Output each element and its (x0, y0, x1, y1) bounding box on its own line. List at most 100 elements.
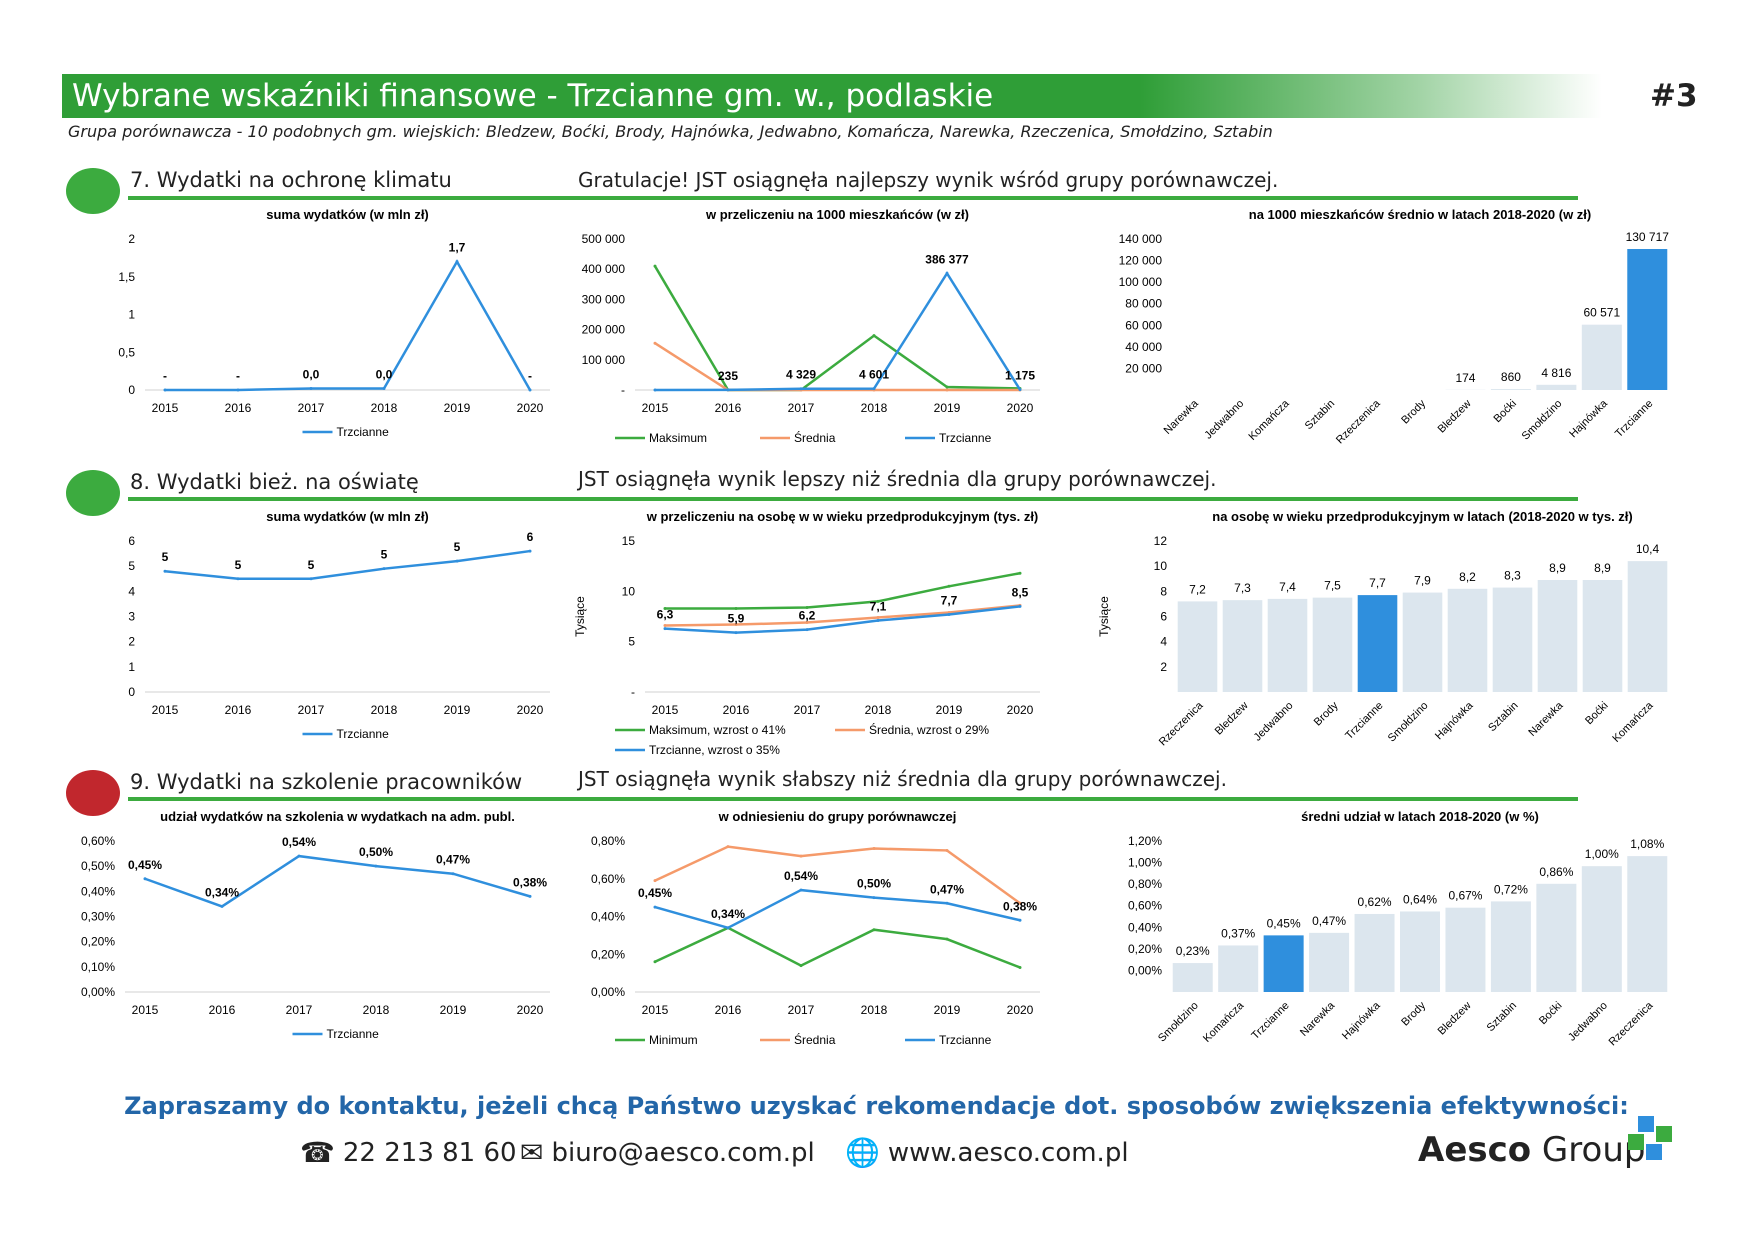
data-label: 7,4 (1279, 580, 1296, 594)
legend-label: Trzcianne (337, 425, 390, 439)
x-tick-label: 2017 (298, 703, 325, 717)
data-point (734, 623, 738, 627)
phone-number: 22 213 81 60 (342, 1137, 517, 1168)
data-point (805, 628, 809, 632)
data-label: 7,5 (1324, 579, 1341, 593)
bar (1581, 324, 1622, 390)
y-tick-label: 140 000 (1119, 232, 1163, 246)
chart-title: suma wydatków (w mln zł) (266, 207, 429, 222)
bar (1582, 580, 1623, 692)
bar (1536, 883, 1577, 992)
category-label: Hajnówka (1340, 999, 1383, 1042)
data-point (309, 386, 313, 390)
bar (1536, 384, 1577, 390)
bar (1172, 963, 1213, 992)
page-number: #3 (1650, 78, 1698, 114)
data-label: - (528, 369, 532, 383)
x-tick-label: 2015 (152, 703, 179, 717)
contact-phone: ☎ 22 213 81 60 (300, 1136, 517, 1169)
data-point (1018, 571, 1022, 575)
data-label: 8,9 (1594, 561, 1611, 575)
website-link[interactable]: www.aesco.com.pl (887, 1137, 1129, 1168)
data-label: 6 (527, 530, 534, 544)
category-label: Jedwabno (1252, 700, 1296, 744)
data-point (528, 388, 532, 392)
y-tick-label: 1,00% (1128, 856, 1162, 870)
comparison-group-subtitle: Grupa porównawcza - 10 podobnych gm. wie… (68, 122, 1273, 141)
data-label: 0,54% (784, 869, 818, 883)
y-tick-label: 200 000 (582, 323, 626, 337)
bar (1354, 913, 1395, 992)
series-line (654, 926, 1021, 969)
page-title: Wybrane wskaźniki finansowe - Trzcianne … (72, 78, 994, 114)
data-label: 386 377 (925, 252, 969, 266)
bar (1177, 601, 1218, 692)
x-tick-label: 2018 (371, 401, 398, 415)
y-tick-label: 10 (1154, 559, 1168, 573)
category-label: Rzeczenica (1157, 699, 1206, 748)
y-tick-label: 6 (128, 534, 135, 548)
data-point (653, 264, 657, 268)
data-point (872, 387, 876, 391)
legend-label: Średnia (794, 1032, 836, 1047)
series-line (165, 259, 532, 392)
contact-website[interactable]: 🌐 www.aesco.com.pl (845, 1136, 1129, 1169)
data-label: 5 (162, 550, 169, 564)
x-tick-label: 2017 (298, 401, 325, 415)
category-label: Hajnówka (1433, 699, 1476, 742)
data-point (945, 848, 949, 852)
chart-training-comparison: w odniesieniu do grupy porównawczej 0,80%… (591, 809, 1040, 1047)
data-label: 0,67% (1448, 889, 1482, 903)
data-point (451, 872, 455, 876)
aesco-logo-cubes-icon (1628, 1116, 1672, 1160)
data-point (1018, 388, 1022, 392)
data-label: 0,72% (1494, 882, 1528, 896)
chart-title: średni udział w latach 2018-2020 (w %) (1301, 809, 1539, 824)
y-tick-label: 12 (1154, 534, 1168, 548)
section-divider (128, 196, 1578, 200)
data-point (734, 631, 738, 635)
bar (1581, 866, 1622, 992)
chart-title: w przeliczeniu na 1000 mieszkańców (w zł… (705, 207, 969, 222)
contact-email[interactable]: ✉ biuro@aesco.com.pl (520, 1136, 815, 1169)
data-point (653, 341, 657, 345)
data-point (528, 549, 532, 553)
y-tick-label: 40 000 (1125, 340, 1162, 354)
data-label: 4 816 (1541, 366, 1571, 380)
bar (1263, 935, 1304, 992)
data-point (309, 577, 313, 581)
y-tick-label: 6 (1160, 610, 1167, 624)
data-label: 1 175 (1005, 369, 1035, 383)
category-label: Bledzew (1436, 398, 1474, 436)
y-tick-label: 1 (128, 660, 135, 674)
x-tick-label: 2018 (861, 1003, 888, 1017)
x-tick-label: 2020 (1007, 703, 1034, 717)
email-link[interactable]: biuro@aesco.com.pl (551, 1137, 815, 1168)
data-label: 7,9 (1414, 574, 1431, 588)
data-label: 0,50% (359, 845, 393, 859)
y-tick-label: 0,5 (118, 345, 135, 359)
chart-education-per-person: w przeliczeniu na osobę w w wieku przedp… (573, 509, 1040, 757)
y-tick-label: 0,50% (81, 859, 115, 873)
bar (1627, 249, 1668, 390)
category-label: Hajnówka (1567, 397, 1610, 440)
y-tick-label: 20 000 (1125, 361, 1162, 375)
y-tick-label: 4 (1160, 635, 1167, 649)
chart-title: na osobę w wieku przedprodukcyjnym w lat… (1212, 509, 1632, 524)
data-point (663, 624, 667, 628)
section-7-title: 7. Wydatki na ochronę klimatu (130, 168, 452, 192)
x-tick-label: 2017 (794, 703, 821, 717)
bar (1445, 907, 1486, 992)
chart-title: udział wydatków na szkolenia w wydatkach… (160, 809, 515, 824)
series-line (665, 571, 1021, 610)
y-tick-label: 60 000 (1125, 318, 1162, 332)
data-label: 4 329 (786, 368, 816, 382)
series-line (164, 549, 531, 580)
data-label: 0,64% (1403, 892, 1437, 906)
y-tick-label: 0,20% (591, 947, 625, 961)
category-label: Trzcianne (1343, 700, 1385, 742)
data-label: 0,34% (205, 885, 239, 899)
data-label: 0,47% (1312, 914, 1346, 928)
data-point (663, 606, 667, 610)
data-point (945, 271, 949, 275)
